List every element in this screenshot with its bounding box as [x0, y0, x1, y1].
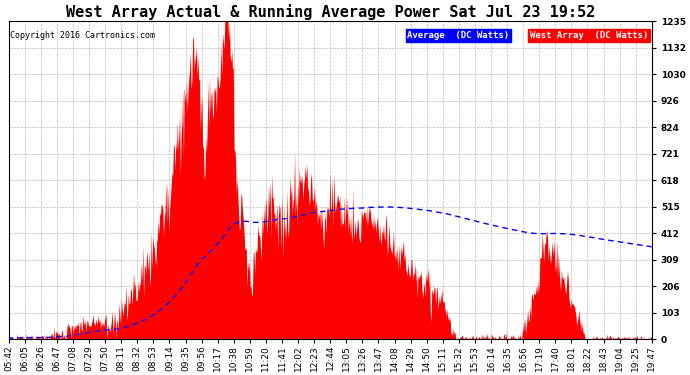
- Text: West Array  (DC Watts): West Array (DC Watts): [530, 31, 648, 40]
- Text: Average  (DC Watts): Average (DC Watts): [407, 31, 509, 40]
- Text: Copyright 2016 Cartronics.com: Copyright 2016 Cartronics.com: [10, 31, 155, 40]
- Title: West Array Actual & Running Average Power Sat Jul 23 19:52: West Array Actual & Running Average Powe…: [66, 4, 595, 20]
